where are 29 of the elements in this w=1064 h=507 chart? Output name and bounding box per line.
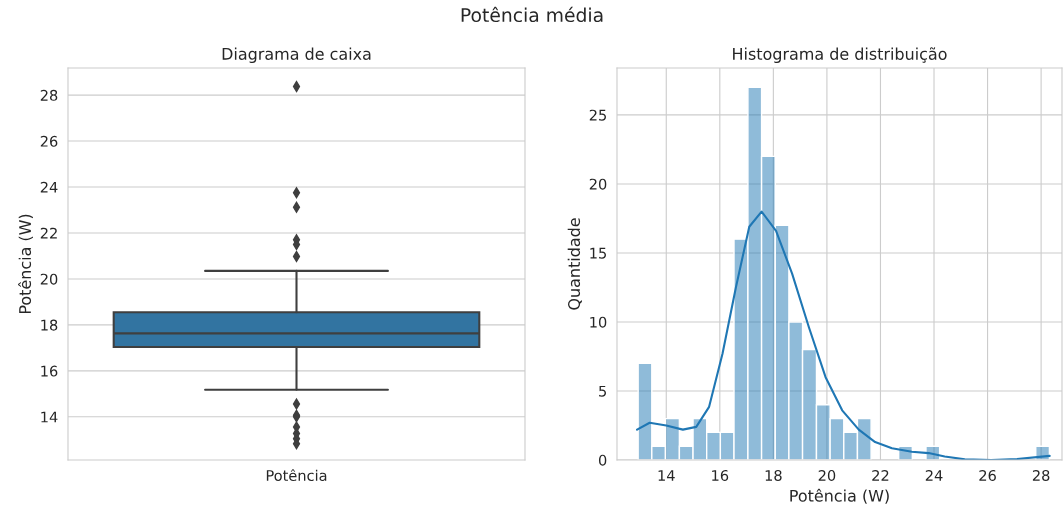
text: Potência média [461, 6, 603, 23]
y-tick-label: 10 [590, 316, 607, 328]
x-tick-label: Potência [266, 469, 327, 482]
x-axis-title: Potência (W) [790, 488, 889, 504]
y-tick-label: 15 [590, 247, 606, 259]
x-tick-label: 14 [658, 470, 675, 481]
y-axis-title: Potência (W) [18, 214, 33, 314]
chart-title: Histograma de distribuição [733, 47, 947, 63]
x-tick-label: 24 [925, 469, 943, 481]
chart-title: Diagrama de caixa [222, 47, 371, 63]
x-tick-label: 18 [765, 469, 782, 482]
x-tick-label: 20 [818, 469, 836, 482]
y-tick-label: 5 [599, 385, 606, 397]
x-tick-label: 26 [979, 469, 996, 482]
y-tick-label: 28 [40, 89, 58, 101]
x-tick-label: 16 [712, 469, 729, 482]
y-tick-label: 20 [40, 273, 58, 285]
y-tick-label: 24 [40, 181, 58, 193]
y-tick-label: 18 [41, 319, 58, 331]
y-tick-label: 26 [40, 135, 58, 147]
y-axis-title: Quantidade [567, 218, 582, 310]
y-tick-label: 25 [589, 109, 606, 121]
y-tick-label: 16 [41, 365, 58, 377]
y-tick-label: 22 [40, 227, 57, 239]
y-tick-label: 20 [589, 178, 607, 190]
y-tick-label: 0 [598, 454, 607, 466]
x-tick-label: 28 [1032, 469, 1050, 482]
y-tick-label: 14 [41, 411, 58, 423]
x-tick-label: 22 [872, 469, 889, 481]
